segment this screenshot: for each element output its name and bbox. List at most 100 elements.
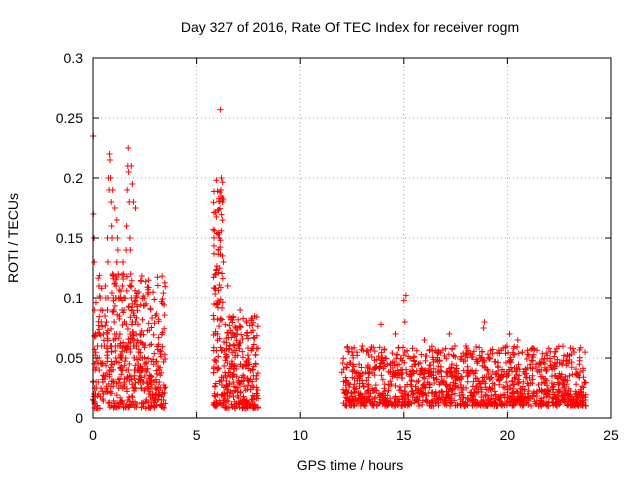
data-point [532, 364, 539, 371]
data-point [105, 400, 112, 407]
data-point [226, 373, 233, 380]
data-point [123, 273, 130, 280]
data-point [157, 348, 164, 355]
data-point [439, 378, 446, 385]
data-point [108, 358, 115, 365]
data-point [131, 384, 138, 391]
data-point [219, 199, 226, 205]
y-tick-label: 0.3 [64, 50, 84, 66]
data-point [446, 365, 453, 372]
data-point [495, 373, 502, 380]
data-point [250, 334, 257, 341]
data-point [391, 358, 398, 365]
data-point [462, 343, 469, 349]
data-point [404, 402, 411, 409]
y-tick-labels: 0 0.05 0.1 0.15 0.2 0.25 0.3 [56, 50, 83, 426]
data-point [110, 404, 117, 411]
data-point [431, 379, 438, 386]
data-point [96, 272, 103, 279]
data-point [249, 366, 256, 373]
data-point [108, 325, 115, 332]
data-point [229, 349, 236, 356]
data-point [363, 396, 370, 403]
data-point [415, 399, 422, 406]
data-point [410, 357, 417, 364]
data-point [470, 393, 477, 400]
data-point [120, 275, 127, 282]
data-point [371, 372, 378, 379]
data-point [562, 399, 569, 406]
data-point [544, 388, 551, 395]
data-point [534, 388, 541, 395]
data-point [507, 357, 514, 364]
data-point [491, 381, 498, 388]
data-point [340, 378, 347, 385]
data-point [210, 234, 217, 241]
data-point [357, 372, 364, 379]
data-point [239, 335, 246, 342]
data-point [363, 348, 370, 355]
data-point [113, 283, 120, 289]
data-point [254, 404, 261, 411]
data-point [92, 299, 99, 306]
data-point [430, 365, 437, 372]
data-point [578, 394, 585, 401]
data-point [128, 295, 135, 301]
data-point [565, 391, 572, 398]
data-point [381, 398, 388, 405]
data-point [568, 364, 575, 371]
data-point [244, 404, 251, 411]
data-point [236, 399, 243, 406]
data-point [214, 337, 221, 344]
data-point [371, 348, 378, 355]
data-point [127, 271, 134, 277]
data-point [229, 319, 236, 326]
data-point [113, 259, 120, 265]
data-point [240, 315, 247, 322]
data-point [116, 331, 123, 337]
data-point [524, 364, 531, 371]
data-point [445, 351, 452, 358]
data-point [421, 337, 428, 343]
data-point [253, 384, 260, 391]
data-point [409, 345, 416, 352]
data-point [106, 399, 113, 406]
data-point [102, 373, 109, 379]
data-point [346, 401, 353, 408]
data-point [211, 390, 218, 397]
data-point [349, 374, 356, 381]
data-point [227, 316, 234, 323]
data-point [122, 343, 129, 349]
data-point [115, 271, 122, 277]
data-point [221, 362, 228, 369]
data-point [571, 349, 578, 356]
data-point [228, 361, 235, 368]
data-point [528, 402, 535, 409]
data-point [443, 355, 450, 362]
data-point [446, 331, 453, 337]
data-point [113, 392, 120, 399]
data-point [413, 347, 420, 354]
data-point [241, 383, 248, 390]
data-point [238, 324, 245, 331]
data-point [127, 314, 134, 321]
data-point [91, 360, 98, 367]
data-point [231, 362, 238, 369]
data-point [549, 399, 556, 406]
data-point [126, 398, 133, 405]
data-point [106, 151, 113, 157]
data-point [212, 285, 219, 292]
data-point [250, 402, 257, 409]
data-point [230, 394, 237, 401]
data-point [373, 402, 380, 409]
data-point [442, 345, 449, 352]
data-point [235, 316, 242, 323]
data-point [381, 385, 388, 392]
data-point [479, 401, 486, 408]
data-point [547, 355, 554, 362]
data-point [350, 398, 357, 405]
data-point [153, 359, 160, 366]
data-point [355, 390, 362, 397]
data-point [147, 393, 154, 400]
chart-title: Day 327 of 2016, Rate Of TEC Index for r… [181, 19, 519, 35]
